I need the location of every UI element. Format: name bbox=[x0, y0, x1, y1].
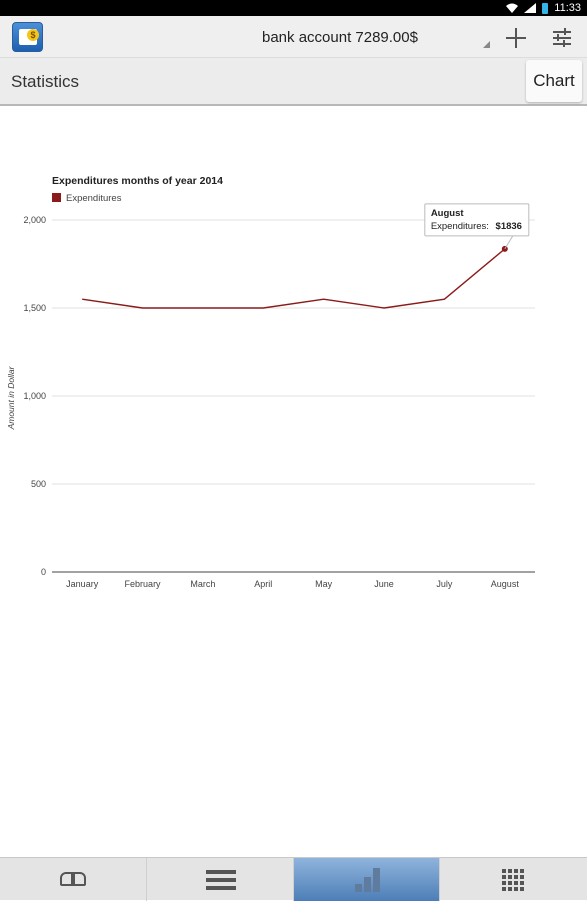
app-logo-icon[interactable]: $ bbox=[12, 22, 43, 52]
x-tick-label: June bbox=[374, 579, 394, 589]
battery-icon bbox=[542, 2, 549, 14]
x-tick-label: July bbox=[436, 579, 453, 589]
nav-list[interactable] bbox=[147, 858, 294, 901]
nav-statistics[interactable] bbox=[293, 858, 441, 901]
account-spinner[interactable]: bank account 7289.00$ bbox=[248, 24, 494, 52]
legend-label: Expenditures bbox=[66, 193, 122, 204]
legend-swatch bbox=[52, 193, 61, 202]
y-tick-label: 1,500 bbox=[23, 303, 46, 313]
tooltip-series-value: $1836 bbox=[496, 221, 522, 232]
spinner-arrow-icon bbox=[483, 41, 490, 48]
bottom-navigation bbox=[0, 857, 587, 901]
nav-grid[interactable] bbox=[440, 858, 587, 901]
page-title: Statistics bbox=[11, 72, 80, 91]
x-tick-label: February bbox=[125, 579, 162, 589]
bar-chart-icon bbox=[354, 868, 381, 892]
settings-sliders-button[interactable] bbox=[548, 24, 576, 52]
status-time: 11:33 bbox=[554, 2, 581, 14]
x-tick-label: May bbox=[315, 579, 333, 589]
y-axis-label: Amount in Dollar bbox=[6, 365, 16, 430]
grid-icon bbox=[502, 869, 525, 891]
tooltip-value: Expenditures: $1836 bbox=[431, 221, 522, 232]
account-label: bank account 7289.00$ bbox=[262, 29, 418, 46]
statistics-header: Statistics Chart bbox=[0, 58, 587, 106]
series-line-expenditures bbox=[82, 248, 506, 309]
add-button[interactable] bbox=[502, 24, 530, 52]
signal-icon bbox=[524, 3, 537, 13]
book-icon bbox=[60, 872, 88, 888]
list-icon bbox=[205, 870, 236, 890]
tooltip-title: August bbox=[431, 208, 465, 219]
chart-tooltip: August Expenditures: $1836 bbox=[424, 203, 530, 250]
chart-title: Expenditures months of year 2014 bbox=[52, 175, 223, 187]
y-tick-label: 1,000 bbox=[23, 391, 46, 401]
x-tick-label: March bbox=[190, 579, 215, 589]
nav-book[interactable] bbox=[0, 858, 147, 901]
action-bar: $ bank account 7289.00$ bbox=[0, 16, 587, 58]
status-bar: 11:33 bbox=[0, 0, 587, 16]
x-tick-label: August bbox=[491, 579, 520, 589]
wifi-icon bbox=[506, 3, 519, 13]
y-tick-label: 0 bbox=[41, 567, 46, 577]
x-tick-label: January bbox=[66, 579, 99, 589]
x-tick-label: April bbox=[254, 579, 272, 589]
expenditures-chart: 0 500 1,000 1,500 2,000 January February March… bbox=[6, 175, 535, 589]
y-tick-label: 2,000 bbox=[23, 215, 46, 225]
y-tick-label: 500 bbox=[31, 479, 46, 489]
chart-tab[interactable]: Chart bbox=[526, 60, 582, 102]
tooltip-series-label: Expenditures: bbox=[431, 221, 489, 232]
